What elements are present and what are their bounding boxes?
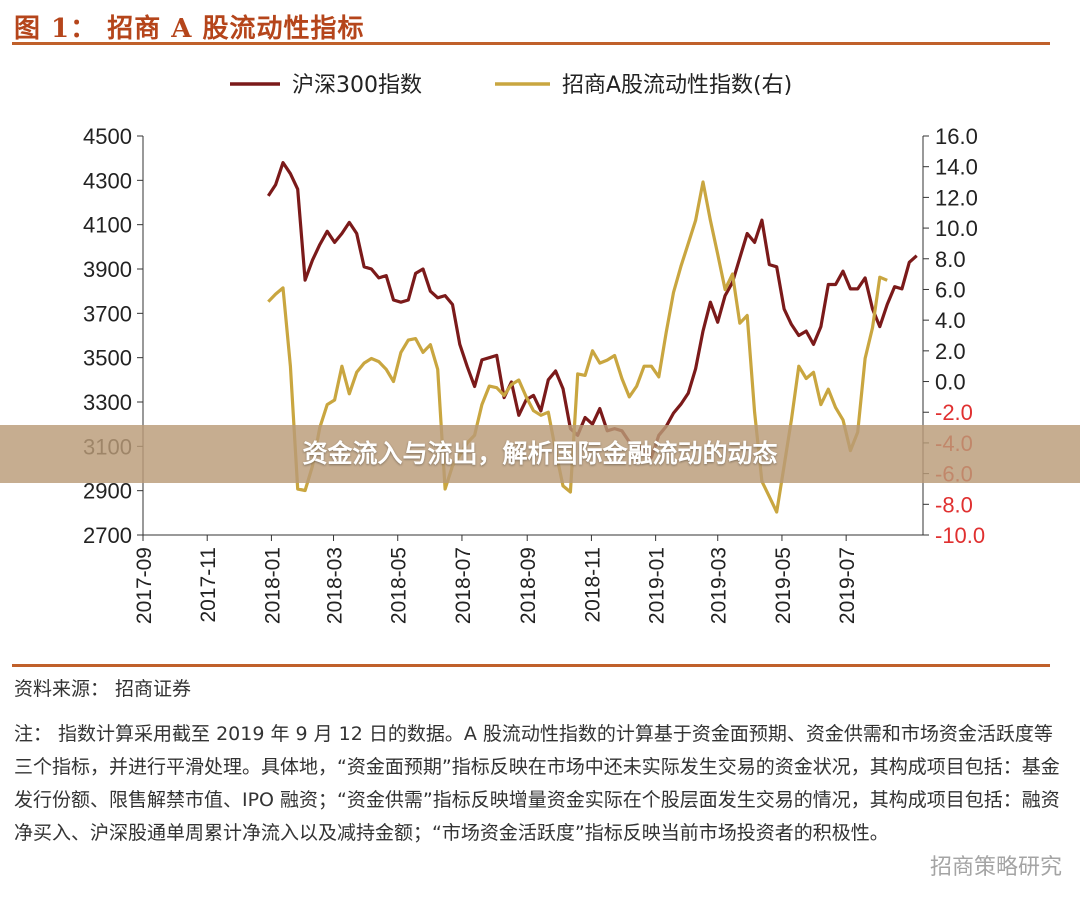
left-tick-label: 3700	[83, 301, 132, 326]
right-tick-label: 16.0	[935, 124, 978, 149]
right-tick-label: 12.0	[935, 185, 978, 210]
right-tick-label: 2.0	[935, 339, 966, 364]
right-tick-label: 10.0	[935, 216, 978, 241]
top-divider	[12, 42, 1050, 45]
right-tick-label: 6.0	[935, 277, 966, 302]
chart-axes: 2700290031003300350037003900410043004500…	[83, 124, 985, 624]
x-tick-label: 2018-07	[452, 547, 475, 624]
right-tick-label: 8.0	[935, 247, 966, 272]
x-tick-label: 2017-09	[133, 547, 156, 624]
chart-legend: 沪深300指数 招商A股流动性指数(右)	[230, 73, 792, 98]
x-tick-label: 2018-01	[261, 547, 284, 624]
left-tick-label: 2700	[83, 523, 132, 548]
x-tick-label: 2018-05	[388, 547, 411, 624]
right-tick-label: 0.0	[935, 370, 966, 395]
legend-liquidity-index-label: 招商A股流动性指数(右)	[562, 73, 792, 98]
x-tick-label: 2019-01	[646, 547, 669, 624]
left-tick-label: 4500	[83, 124, 132, 149]
legend-csi300-label: 沪深300指数	[292, 73, 422, 98]
csi300-line	[266, 161, 918, 459]
x-tick-label: 2019-03	[708, 547, 731, 624]
right-tick-label: 14.0	[935, 155, 978, 180]
x-tick-label: 2019-05	[772, 547, 795, 624]
left-tick-label: 3500	[83, 346, 132, 371]
x-tick-label: 2019-07	[836, 547, 859, 624]
x-tick-label: 2018-09	[517, 547, 540, 624]
left-tick-label: 3900	[83, 257, 132, 282]
banner-text: 资金流入与流出，解析国际金融流动的动态	[302, 439, 778, 468]
right-tick-label: 4.0	[935, 308, 966, 333]
left-tick-label: 3300	[83, 390, 132, 415]
x-tick-label: 2018-03	[324, 547, 347, 624]
x-tick-label: 2018-11	[581, 547, 604, 623]
figure-title: 图 1： 招商 A 股流动性指标	[14, 14, 365, 44]
footnote: 注： 指数计算采用截至 2019 年 9 月 12 日的数据。A 股流动性指数的…	[14, 723, 1060, 844]
x-tick-label: 2017-11	[197, 547, 220, 623]
watermark: 招商策略研究	[929, 855, 1062, 880]
overlay-banner: 资金流入与流出，解析国际金融流动的动态	[0, 425, 1080, 483]
source-note: 资料来源： 招商证券	[14, 678, 192, 700]
right-tick-label: -8.0	[935, 492, 973, 517]
right-tick-label: -10.0	[935, 523, 985, 548]
right-tick-label: -2.0	[935, 400, 973, 425]
bottom-divider	[12, 664, 1050, 667]
left-tick-label: 4300	[83, 168, 132, 193]
left-tick-label: 4100	[83, 213, 132, 238]
